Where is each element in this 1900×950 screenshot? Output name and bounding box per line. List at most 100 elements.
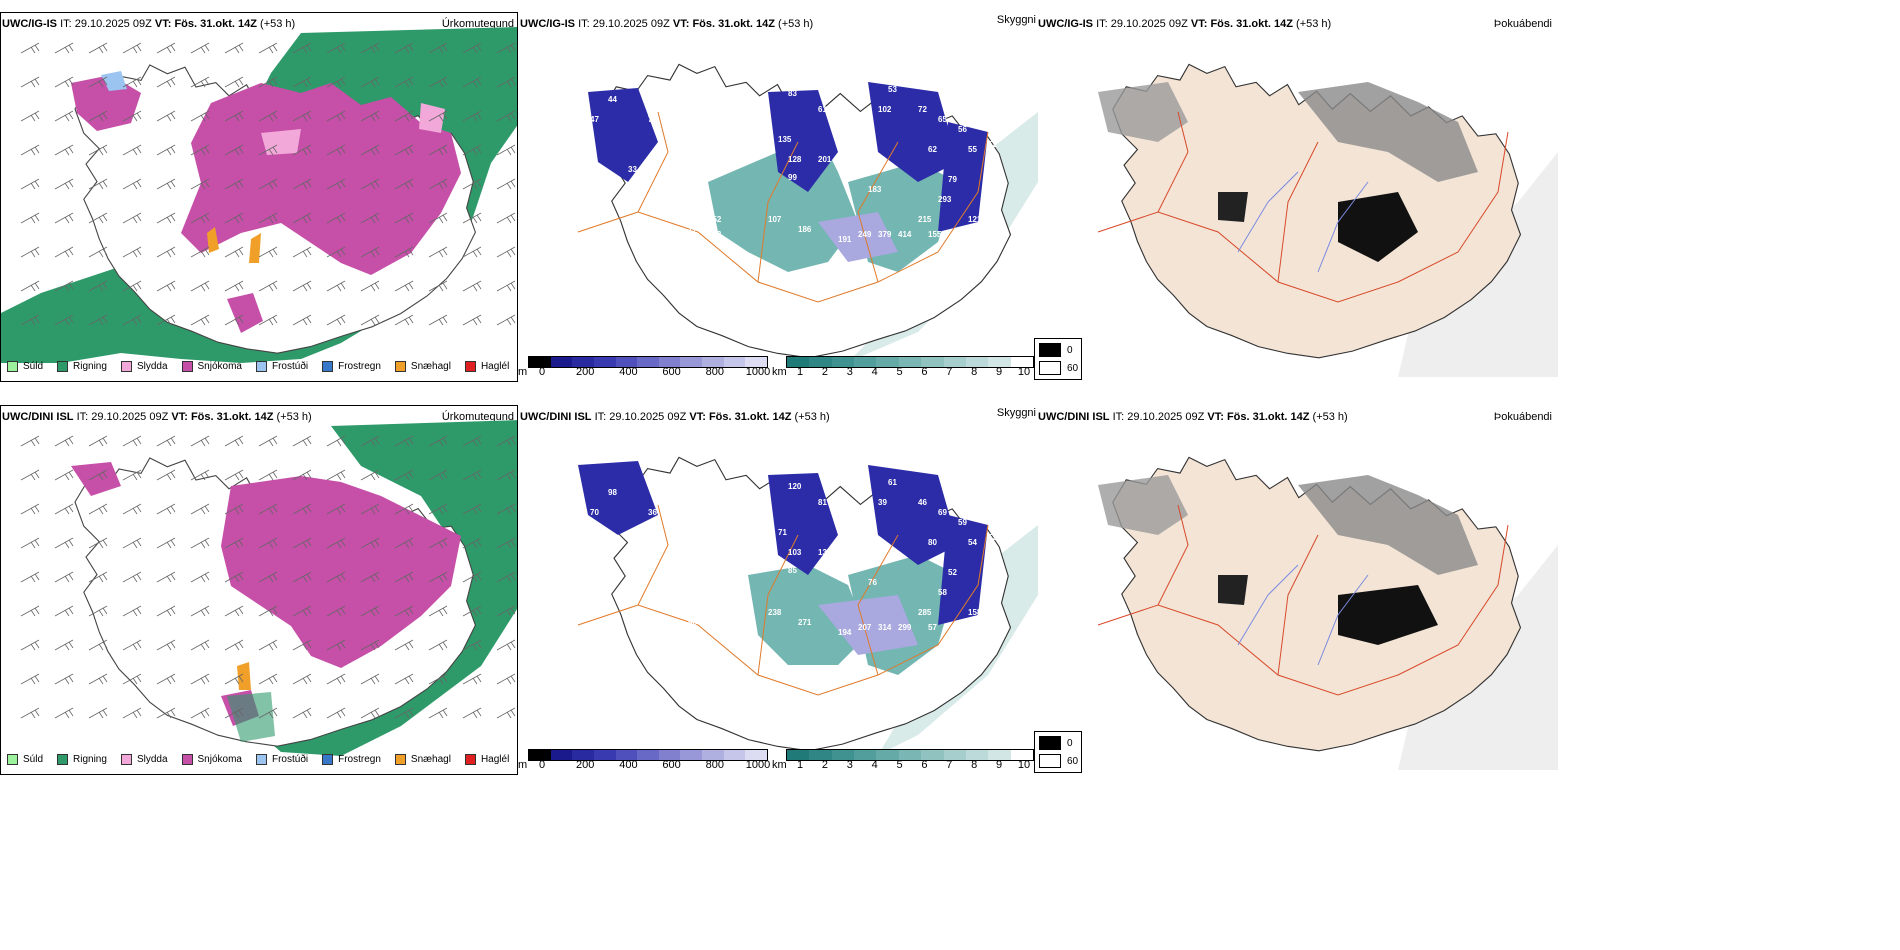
wind-barb [88, 178, 108, 190]
wind-barb [20, 144, 40, 156]
wind-barb [258, 314, 278, 326]
cloud-base-value: 53 [988, 533, 997, 542]
legend-item-snow: Snjókoma [181, 361, 242, 372]
cloud-base-value: 83 [718, 488, 727, 497]
cloud-base-unit: m [518, 366, 528, 378]
wind-barb [462, 110, 482, 122]
wind-barb [394, 246, 414, 258]
colorbar-tick-label: 200 [576, 759, 595, 771]
legend-item-freezing-rain: Frostregn [322, 361, 381, 372]
wind-barb [496, 537, 516, 549]
wind-barb [326, 469, 346, 481]
wind-barb [20, 280, 40, 292]
colorbar-step [965, 750, 989, 760]
wind-barb [292, 42, 312, 54]
wind-barb [190, 673, 210, 685]
wind-barb [88, 639, 108, 651]
wind-barb [88, 571, 108, 583]
cloud-base-value: 46 [918, 498, 927, 507]
colorbar-tick-label: 6 [921, 759, 928, 771]
legend-swatch [120, 361, 132, 372]
wind-barb [122, 707, 142, 719]
wind-barb [224, 42, 244, 54]
wind-barb [462, 212, 482, 224]
colorbar-step [809, 357, 832, 367]
colorbar-step [572, 357, 594, 367]
legend-swatch [120, 754, 132, 765]
fog-map [1097, 63, 1558, 377]
wind-barb [54, 246, 74, 258]
wind-barb [20, 42, 40, 54]
wind-barb [496, 212, 516, 224]
cloud-base-value: 155 [928, 230, 942, 239]
wind-barb [88, 246, 108, 258]
wind-barb [20, 707, 40, 719]
cloud-base-value: 414 [898, 230, 912, 239]
wind-barb [394, 605, 414, 617]
cloud-base-value: 47 [590, 115, 599, 124]
wind-barb [292, 212, 312, 224]
legend-swatch [255, 754, 267, 765]
colorbar-tick-label: 600 [662, 366, 681, 378]
wind-barb [462, 144, 482, 156]
cloud-base-value: 81 [818, 498, 827, 507]
wind-barb [156, 110, 176, 122]
cloud-base-value: 49 [988, 568, 997, 577]
wind-barb [326, 144, 346, 156]
wind-barb [462, 246, 482, 258]
wind-barb [20, 571, 40, 583]
colorbar-step [529, 750, 551, 760]
wind-barb [224, 571, 244, 583]
wind-barb [360, 314, 380, 326]
wind-barb [156, 212, 176, 224]
precip-type-label: Úrkomutegund [441, 411, 514, 423]
wind-barb [292, 469, 312, 481]
wind-barb [496, 144, 516, 156]
wind-barb [122, 178, 142, 190]
wind-barb [428, 280, 448, 292]
wind-barb [190, 314, 210, 326]
colorbar-tick-label: 5 [896, 366, 903, 378]
wind-barb [88, 314, 108, 326]
visibility-unit: km [772, 759, 787, 771]
wind-barb [496, 503, 516, 515]
wind-barb [224, 212, 244, 224]
wind-barb [428, 605, 448, 617]
wind-barb [258, 605, 278, 617]
colorbar-step [943, 750, 966, 760]
legend-item-snow: Snjókoma [181, 754, 242, 765]
wind-barb [326, 178, 346, 190]
cloud-base-value: 194 [838, 628, 852, 637]
colorbar-step [702, 750, 724, 760]
wind-barb [88, 537, 108, 549]
precip-legend: Súld Rigning Slydda Snjókoma Frostúði Fr… [7, 361, 517, 372]
colorbar-tick-label: 10 [1017, 366, 1031, 378]
fog-index-label: Þokuábendi [1493, 411, 1552, 423]
wind-barb [360, 212, 380, 224]
wind-barb [156, 605, 176, 617]
colorbar-tick-label: 1 [796, 759, 804, 771]
cloud-base-value: 57 [928, 623, 937, 632]
wind-barb [224, 314, 244, 326]
wind-barb [292, 178, 312, 190]
wind-barb [258, 707, 278, 719]
wind-barb [122, 42, 142, 54]
wind-barb [122, 212, 142, 224]
legend-swatch [255, 361, 267, 372]
wind-barb [258, 639, 278, 651]
legend-swatch [394, 361, 406, 372]
wind-barb [496, 246, 516, 258]
wind-barb [190, 42, 210, 54]
wind-barb [190, 435, 210, 447]
wind-barb [122, 144, 142, 156]
wind-barb [54, 212, 74, 224]
fog-panel-top: UWC/IG-IS IT: 29.10.2025 09Z VT: Fös. 31… [1034, 12, 1558, 382]
cloud-base-value: 207 [858, 623, 872, 632]
panel-title: UWC/IG-IS IT: 29.10.2025 09Z VT: Fös. 31… [1038, 18, 1332, 30]
colorbar-step [745, 357, 768, 367]
wind-barb [428, 246, 448, 258]
wind-barb [20, 503, 40, 515]
wind-barb [122, 639, 142, 651]
cloud-base-value: 44 [608, 95, 617, 104]
wind-barb [258, 246, 278, 258]
